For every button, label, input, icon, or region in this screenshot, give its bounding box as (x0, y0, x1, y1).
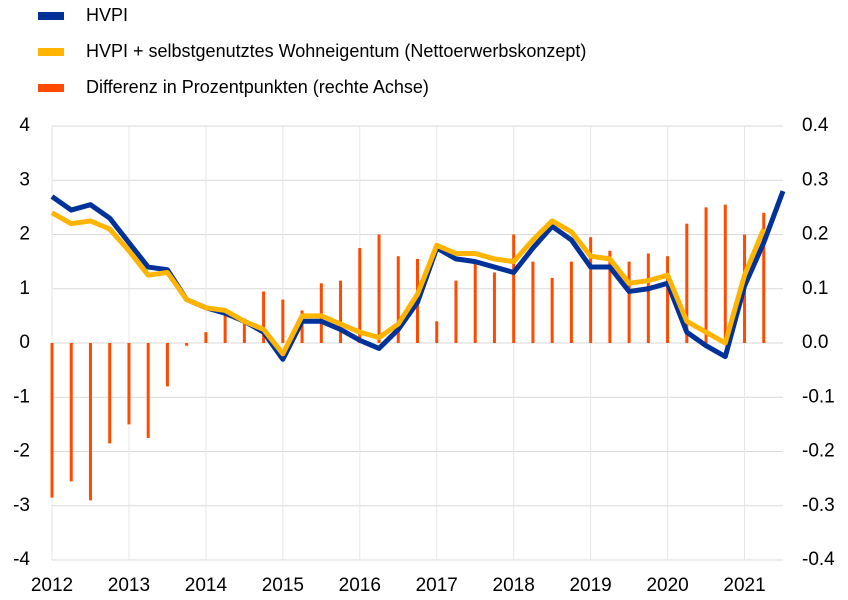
y2-tick-label: 0.2 (802, 224, 828, 245)
y2-tick-label: -0.4 (802, 549, 835, 570)
bar (127, 343, 131, 425)
y2-tick-label: -0.2 (802, 441, 835, 462)
x-tick-label: 2012 (31, 575, 73, 596)
x-tick-label: 2021 (723, 575, 765, 596)
line (50, 210, 767, 357)
bar (358, 248, 362, 343)
y-tick-label: -3 (13, 495, 30, 516)
bar (108, 343, 112, 444)
legend-label: HVPI (86, 5, 128, 25)
bar (550, 277, 554, 343)
bar (646, 253, 650, 343)
bar (685, 223, 689, 343)
bar (165, 343, 169, 387)
y-tick-label: 3 (19, 169, 30, 190)
bar (242, 318, 246, 343)
bar (204, 332, 208, 343)
bar (512, 234, 516, 343)
bar (608, 250, 612, 343)
bar (454, 280, 458, 343)
bar (262, 291, 266, 343)
y-tick-label: -1 (13, 386, 30, 407)
bar (589, 237, 593, 343)
y-tick-label: -4 (13, 549, 30, 570)
x-tick-label: 2014 (185, 575, 228, 596)
y2-tick-label: 0.4 (802, 115, 829, 136)
legend-marker (38, 12, 64, 20)
bar (50, 343, 54, 498)
legend-label: Differenz in Prozentpunkten (rechte Achs… (86, 77, 429, 97)
bar (569, 261, 573, 343)
bar (531, 261, 535, 343)
y-tick-label: 2 (19, 224, 30, 245)
y2-tick-label: 0.1 (802, 278, 828, 299)
bar (339, 280, 343, 343)
y-tick-label: 0 (19, 332, 30, 353)
bar (185, 343, 189, 346)
x-tick-label: 2019 (569, 575, 611, 596)
bar (762, 212, 766, 343)
bar (723, 204, 727, 343)
x-tick-label: 2015 (262, 575, 304, 596)
y2-tick-label: -0.1 (802, 386, 835, 407)
bar (396, 256, 400, 343)
x-tick-label: 2018 (493, 575, 535, 596)
x-tick-label: 2020 (646, 575, 688, 596)
bar (69, 343, 73, 482)
legend-marker (38, 84, 64, 92)
y2-tick-label: -0.3 (802, 495, 835, 516)
bar (473, 261, 477, 343)
bar (666, 256, 670, 343)
x-tick-label: 2016 (339, 575, 381, 596)
bar (704, 207, 708, 343)
bar (627, 261, 631, 343)
y-tick-label: 4 (19, 115, 30, 136)
bar (88, 343, 92, 501)
y2-tick-label: 0.3 (802, 169, 828, 190)
y2-tick-label: 0.0 (802, 332, 828, 353)
bar (146, 343, 150, 438)
bar (319, 283, 323, 343)
bar (223, 310, 227, 343)
bar (377, 234, 381, 343)
bar (281, 299, 285, 343)
y-tick-label: -2 (13, 441, 30, 462)
bar (435, 321, 439, 343)
x-tick-label: 2013 (108, 575, 150, 596)
bar (492, 272, 496, 343)
legend-marker (38, 48, 64, 56)
legend-label: HVPI + selbstgenutztes Wohneigentum (Net… (86, 41, 586, 61)
x-tick-label: 2017 (416, 575, 458, 596)
y-tick-label: 1 (19, 278, 30, 299)
